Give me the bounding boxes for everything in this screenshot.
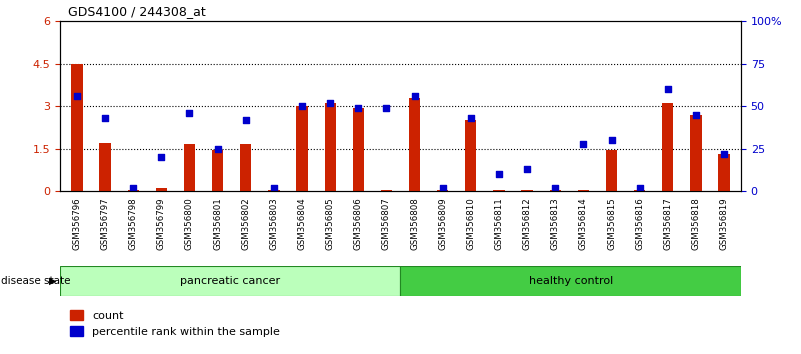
- Bar: [240, 144, 252, 191]
- Bar: [634, 190, 646, 191]
- Point: [493, 171, 505, 177]
- Bar: [606, 150, 617, 191]
- Point: [577, 141, 590, 147]
- Point: [549, 185, 562, 190]
- Text: disease state: disease state: [1, 275, 70, 286]
- Legend: count, percentile rank within the sample: count, percentile rank within the sample: [66, 306, 284, 341]
- Point: [296, 103, 308, 109]
- Text: GDS4100 / 244308_at: GDS4100 / 244308_at: [68, 5, 206, 18]
- Bar: [437, 190, 449, 191]
- Text: ▶: ▶: [49, 275, 56, 286]
- Text: healthy control: healthy control: [529, 275, 613, 286]
- Point: [155, 154, 167, 160]
- Point: [380, 105, 392, 111]
- Bar: [184, 144, 195, 191]
- Point: [127, 185, 139, 190]
- Bar: [465, 120, 477, 191]
- Bar: [212, 150, 223, 191]
- Point: [239, 117, 252, 122]
- Bar: [296, 106, 308, 191]
- Point: [409, 93, 421, 99]
- Point: [662, 86, 674, 92]
- Point: [718, 151, 731, 156]
- Bar: [690, 115, 702, 191]
- Point: [352, 105, 364, 111]
- Bar: [268, 190, 280, 191]
- Point: [211, 146, 224, 152]
- Bar: [549, 190, 561, 191]
- Bar: [60, 266, 400, 296]
- Point: [99, 115, 111, 121]
- Bar: [718, 154, 730, 191]
- Point: [437, 185, 449, 190]
- Bar: [409, 98, 421, 191]
- Bar: [127, 190, 139, 191]
- Bar: [578, 190, 589, 191]
- Point: [521, 166, 533, 172]
- Point: [634, 185, 646, 190]
- Point: [70, 93, 83, 99]
- Bar: [521, 190, 533, 191]
- Bar: [380, 190, 392, 191]
- Bar: [324, 103, 336, 191]
- Point: [605, 137, 618, 143]
- Bar: [71, 64, 83, 191]
- Point: [268, 185, 280, 190]
- Bar: [400, 266, 741, 296]
- Point: [324, 100, 336, 105]
- Point: [465, 115, 477, 121]
- Bar: [493, 190, 505, 191]
- Bar: [352, 108, 364, 191]
- Point: [183, 110, 196, 116]
- Bar: [662, 103, 674, 191]
- Bar: [155, 188, 167, 191]
- Text: pancreatic cancer: pancreatic cancer: [180, 275, 280, 286]
- Point: [690, 112, 702, 118]
- Bar: [99, 143, 111, 191]
